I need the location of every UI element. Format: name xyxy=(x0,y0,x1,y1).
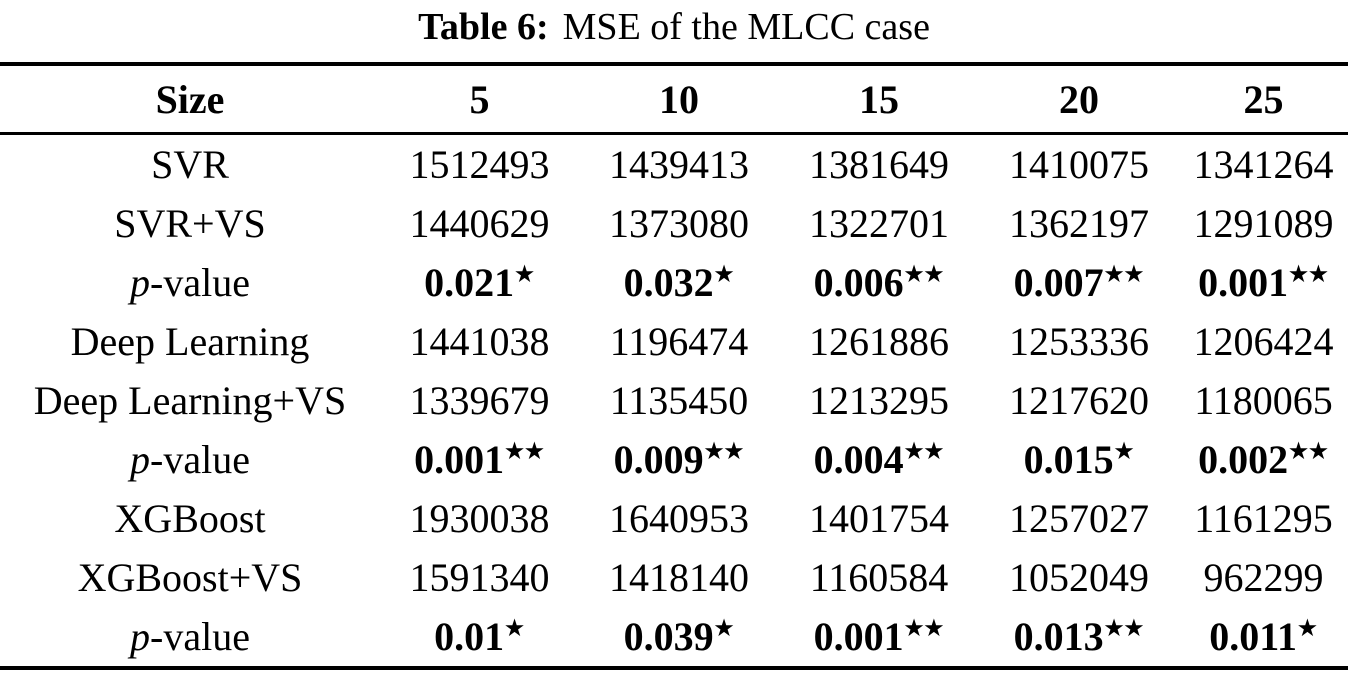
mse-cell: 1381649 xyxy=(809,142,949,187)
mse-cell: 1213295 xyxy=(809,378,949,423)
mse-cell: 1440629 xyxy=(409,201,550,246)
significance-stars: ★ xyxy=(1114,439,1135,463)
mse-cell: 1362197 xyxy=(1009,201,1149,246)
table-row: Deep Learning 1441038 1196474 1261886 125333… xyxy=(0,312,1348,371)
mse-cell: 1339679 xyxy=(409,378,550,423)
mse-cell: 1261886 xyxy=(809,319,949,364)
mse-cell: 1640953 xyxy=(609,496,749,541)
significance-stars: ★★ xyxy=(904,439,945,463)
table-row: Deep Learning+VS 1339679 1135450 1213295 121… xyxy=(0,371,1348,430)
significance-stars: ★★ xyxy=(1104,616,1145,640)
pvalue-cell: 0.001★★ xyxy=(414,437,545,482)
table-row: p-value 0.021★ 0.032★ 0.006★★ 0.007★★ 0.001★★ xyxy=(0,253,1348,312)
significance-stars: ★★ xyxy=(505,439,545,463)
row-label: XGBoost xyxy=(114,496,266,541)
mse-cell: 1930038 xyxy=(409,496,550,541)
table-row: SVR+VS 1440629 1373080 1322701 1362197 129108… xyxy=(0,194,1348,253)
mse-cell: 1591340 xyxy=(409,555,550,600)
pvalue-cell: 0.007★★ xyxy=(1013,260,1145,305)
caption-number: Table 6: xyxy=(418,6,549,48)
pvalue-cell: 0.039★ xyxy=(623,614,735,659)
header-col-25: 25 xyxy=(1179,64,1348,135)
table-row: XGBoost 1930038 1640953 1401754 1257027 11612… xyxy=(0,489,1348,548)
table-body: SVR 1512493 1439413 1381649 1410075 1341264 SV… xyxy=(0,134,1348,669)
significance-stars: ★ xyxy=(505,616,525,640)
mse-cell: 1291089 xyxy=(1193,201,1334,246)
pvalue-cell: 0.01★ xyxy=(434,614,525,659)
mse-cell: 1217620 xyxy=(1009,378,1149,423)
mse-cell: 1373080 xyxy=(609,201,749,246)
mse-cell: 1410075 xyxy=(1009,142,1149,187)
table-header: Size 5 10 15 20 25 xyxy=(0,64,1348,135)
significance-stars: ★★ xyxy=(1104,262,1145,286)
header-col-15: 15 xyxy=(779,64,979,135)
pvalue-cell: 0.004★★ xyxy=(813,437,945,482)
significance-stars: ★★ xyxy=(904,616,945,640)
pvalue-cell: 0.002★★ xyxy=(1198,437,1329,482)
significance-stars: ★★ xyxy=(1289,262,1329,286)
row-label: SVR+VS xyxy=(114,201,266,246)
mse-table: Size 5 10 15 20 25 SVR 1512493 1439413 1381… xyxy=(0,62,1348,670)
mse-cell: 1052049 xyxy=(1009,555,1149,600)
significance-stars: ★ xyxy=(515,262,535,286)
significance-stars: ★★ xyxy=(704,439,745,463)
table-caption: Table 6: MSE of the MLCC case xyxy=(0,0,1348,49)
mse-cell: 1206424 xyxy=(1193,319,1334,364)
significance-stars: ★★ xyxy=(1289,439,1329,463)
pvalue-cell: 0.013★★ xyxy=(1013,614,1145,659)
header-col-5: 5 xyxy=(380,64,579,135)
significance-stars: ★★ xyxy=(904,262,945,286)
table-row: XGBoost+VS 1591340 1418140 1160584 1052049 96… xyxy=(0,548,1348,607)
row-label: Deep Learning+VS xyxy=(33,378,347,423)
row-label: p-value xyxy=(130,614,250,659)
mse-cell: 1441038 xyxy=(409,319,550,364)
pvalue-cell: 0.011★ xyxy=(1209,614,1318,659)
significance-stars: ★ xyxy=(714,616,735,640)
caption-text: MSE of the MLCC case xyxy=(562,6,930,48)
header-row: Size 5 10 15 20 25 xyxy=(0,64,1348,135)
mse-cell: 1253336 xyxy=(1009,319,1149,364)
mse-cell: 1257027 xyxy=(1009,496,1149,541)
mse-cell: 1135450 xyxy=(609,378,749,423)
header-size: Size xyxy=(0,64,380,135)
mse-cell: 1418140 xyxy=(609,555,749,600)
table-row: p-value 0.01★ 0.039★ 0.001★★ 0.013★★ 0.011★ xyxy=(0,607,1348,668)
row-label: p-value xyxy=(130,260,250,305)
mse-cell: 1341264 xyxy=(1193,142,1334,187)
mse-cell: 1160584 xyxy=(809,555,949,600)
mse-cell: 1439413 xyxy=(609,142,749,187)
pvalue-cell: 0.015★ xyxy=(1023,437,1135,482)
mse-cell: 1512493 xyxy=(409,142,550,187)
mse-cell: 962299 xyxy=(1203,555,1324,600)
pvalue-cell: 0.006★★ xyxy=(813,260,945,305)
header-col-10: 10 xyxy=(579,64,779,135)
mse-cell: 1322701 xyxy=(809,201,949,246)
table-row: p-value 0.001★★ 0.009★★ 0.004★★ 0.015★ 0.002★… xyxy=(0,430,1348,489)
row-label: Deep Learning xyxy=(70,319,310,364)
row-label: XGBoost+VS xyxy=(77,555,303,600)
mse-cell: 1161295 xyxy=(1194,496,1333,541)
pvalue-cell: 0.021★ xyxy=(424,260,535,305)
mse-cell: 1180065 xyxy=(1194,378,1333,423)
row-label: SVR xyxy=(151,142,229,187)
pvalue-cell: 0.009★★ xyxy=(613,437,745,482)
table-row: SVR 1512493 1439413 1381649 1410075 1341264 xyxy=(0,134,1348,195)
mse-cell: 1196474 xyxy=(609,319,749,364)
pvalue-cell: 0.032★ xyxy=(623,260,735,305)
significance-stars: ★ xyxy=(1297,616,1318,640)
pvalue-cell: 0.001★★ xyxy=(1198,260,1329,305)
mse-cell: 1401754 xyxy=(809,496,949,541)
significance-stars: ★ xyxy=(714,262,735,286)
row-label: p-value xyxy=(130,437,250,482)
pvalue-cell: 0.001★★ xyxy=(813,614,945,659)
header-col-20: 20 xyxy=(979,64,1179,135)
